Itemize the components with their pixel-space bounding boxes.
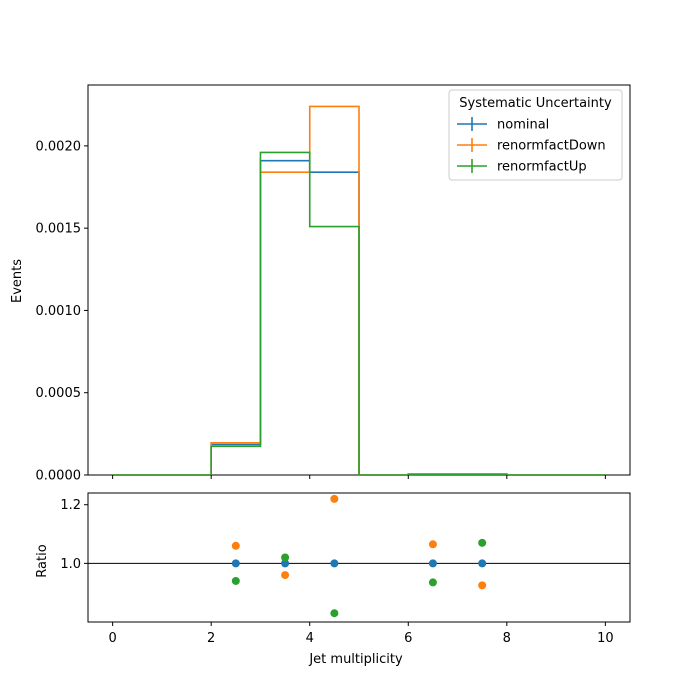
main-y-ticks: 0.0000 0.0005 0.0010 0.0015 0.0020 — [36, 139, 88, 484]
legend-label-nominal: nominal — [497, 118, 549, 133]
main-y-tick-label: 0.0010 — [36, 304, 82, 319]
ratio-point-renormfactDown — [281, 571, 290, 580]
main-step-lines — [112, 105, 606, 476]
ratio-point-nominal — [281, 559, 290, 568]
legend-label-renormfactUp: renormfactUp — [497, 160, 587, 175]
x-tick-label: 6 — [404, 631, 412, 646]
ratio-point-renormfactDown — [231, 541, 240, 550]
x-axis-label: Jet multiplicity — [308, 652, 403, 667]
main-y-tick-label: 0.0020 — [36, 139, 82, 154]
legend-title: Systematic Uncertainty — [459, 96, 612, 111]
ratio-x-ticks: 0 2 4 6 8 10 — [108, 622, 614, 646]
ratio-point-renormfactUp — [231, 576, 240, 585]
ratio-point-renormfactDown — [428, 540, 437, 549]
ratio-point-renormfactDown — [478, 581, 487, 590]
main-x-ticks — [112, 475, 606, 479]
ratio-point-nominal — [478, 559, 487, 568]
ratio-point-renormfactDown — [330, 494, 339, 503]
ratio-point-nominal — [231, 559, 240, 568]
ratio-plot: 1.0 1.2 0 2 4 6 8 10 Ratio Jet multiplicity — [35, 492, 631, 667]
main-y-tick-label: 0.0000 — [36, 469, 82, 484]
ratio-point-renormfactUp — [330, 609, 339, 618]
ratio-point-nominal — [330, 559, 339, 568]
ratio-point-renormfactUp — [478, 538, 487, 547]
ratio-point-nominal — [428, 559, 437, 568]
ratio-point-renormfactUp — [281, 553, 290, 562]
ratio-plot-frame — [87, 492, 631, 623]
step-line-renormfactUp — [112, 151, 606, 476]
ratio-y-tick-label: 1.0 — [60, 557, 81, 572]
legend-label-renormfactDown: renormfactDown — [497, 139, 606, 154]
x-tick-label: 10 — [597, 631, 614, 646]
x-tick-label: 8 — [503, 631, 511, 646]
ratio-points — [231, 494, 487, 618]
x-tick-label: 0 — [108, 631, 116, 646]
ratio-point-renormfactUp — [428, 578, 437, 587]
legend: Systematic Uncertainty nominal renormfactD… — [448, 89, 623, 181]
main-plot: 0.0000 0.0005 0.0010 0.0015 0.0020 Events Sy… — [10, 84, 631, 484]
x-tick-label: 4 — [306, 631, 314, 646]
ratio-y-tick-label: 1.2 — [60, 498, 81, 513]
main-y-tick-label: 0.0015 — [36, 222, 82, 237]
ratio-y-ticks: 1.0 1.2 — [60, 498, 88, 572]
y-axis-label: Events — [10, 259, 25, 303]
ratio-y-axis-label: Ratio — [35, 544, 50, 577]
x-tick-label: 2 — [207, 631, 215, 646]
main-y-tick-label: 0.0005 — [36, 386, 82, 401]
legend-box — [448, 89, 623, 181]
